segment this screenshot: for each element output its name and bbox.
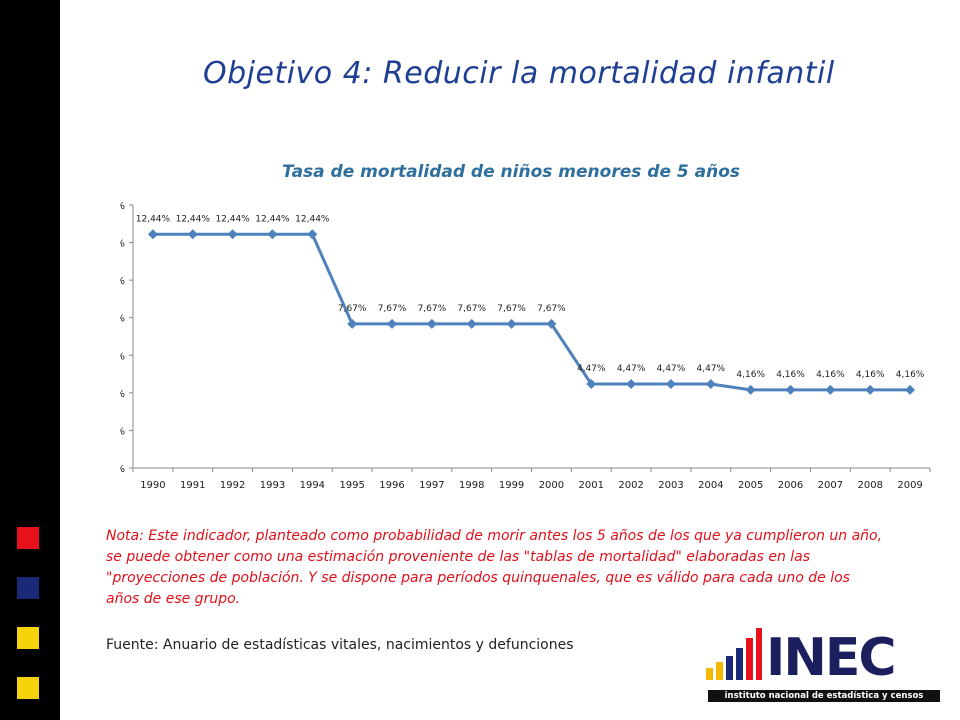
x-tick-label: 2002 — [618, 480, 643, 491]
x-tick-label: 2007 — [818, 480, 843, 491]
data-label: 7,67% — [418, 304, 447, 314]
y-tick-label: 0% — [120, 464, 125, 475]
slide-title: Objetivo 4: Reducir la mortalidad infant… — [203, 56, 835, 91]
data-label: 4,47% — [577, 364, 606, 374]
chart-note: Nota: Este indicador, planteado como pro… — [106, 528, 883, 607]
data-label: 4,47% — [697, 364, 726, 374]
y-tick-label: 10% — [120, 276, 125, 287]
y-tick-label: 12% — [120, 239, 125, 250]
chart-title: Tasa de mortalidad de niños menores de 5… — [282, 162, 741, 182]
y-tick-label: 2% — [120, 426, 125, 437]
data-label: 4,47% — [617, 364, 646, 374]
x-tick-label: 2005 — [738, 480, 763, 491]
data-label: 4,16% — [736, 370, 765, 380]
x-tick-label: 1995 — [339, 480, 364, 491]
x-tick-label: 2000 — [539, 480, 564, 491]
data-point — [267, 229, 278, 240]
data-label: 4,47% — [657, 364, 686, 374]
data-point — [665, 379, 676, 390]
x-tick-label: 1996 — [379, 480, 404, 491]
data-point — [187, 229, 198, 240]
data-point — [745, 384, 756, 395]
data-point — [865, 384, 876, 395]
data-point — [147, 229, 158, 240]
data-point — [347, 318, 358, 329]
data-label: 4,16% — [896, 370, 925, 380]
data-label: 4,16% — [776, 370, 805, 380]
x-tick-label: 1990 — [140, 480, 165, 491]
data-label: 12,44% — [136, 214, 171, 224]
data-label: 4,16% — [816, 370, 845, 380]
data-label: 12,44% — [295, 214, 330, 224]
source-text: Fuente: Anuario de estadísticas vitales,… — [106, 637, 574, 653]
data-label: 7,67% — [378, 304, 407, 314]
x-tick-label: 1994 — [300, 480, 325, 491]
x-tick-label: 2001 — [579, 480, 604, 491]
x-tick-label: 2008 — [857, 480, 882, 491]
y-tick-label: 4% — [120, 389, 125, 400]
data-label: 7,67% — [338, 304, 367, 314]
data-label: 12,44% — [176, 214, 211, 224]
series-line — [152, 232, 911, 392]
y-tick-label: 6% — [120, 351, 125, 362]
data-point — [705, 379, 716, 390]
logo-text: INEC — [766, 628, 897, 688]
data-point — [506, 318, 517, 329]
y-tick-label: 14% — [120, 201, 125, 212]
data-point — [785, 384, 796, 395]
data-label: 12,44% — [255, 214, 290, 224]
data-label: 12,44% — [215, 214, 250, 224]
decor-square-red — [17, 527, 39, 549]
data-point — [307, 229, 318, 240]
inec-logo: INEC instituto nacional de estadística y… — [702, 624, 942, 706]
decor-square-yellow-1 — [17, 627, 39, 649]
x-tick-label: 1998 — [459, 480, 484, 491]
data-point — [546, 318, 557, 329]
data-point — [426, 318, 437, 329]
data-label: 4,16% — [856, 370, 885, 380]
logo-bars-icon — [706, 628, 762, 680]
logo-subtitle: instituto nacional de estadística y cens… — [708, 690, 940, 702]
data-point — [825, 384, 836, 395]
decor-square-navy — [17, 577, 39, 599]
decor-square-yellow-2 — [17, 677, 39, 699]
x-tick-label: 2004 — [698, 480, 723, 491]
line-chart: 0% 2% 4% 6% 8% 10% 12% 14% 1990 1991 1992 1993 1994 1… — [120, 201, 931, 491]
data-point — [227, 229, 238, 240]
data-label: 7,67% — [457, 304, 486, 314]
x-tick-label: 2006 — [778, 480, 803, 491]
data-label: 7,67% — [497, 304, 526, 314]
data-point — [905, 384, 916, 395]
x-tick-label: 1997 — [419, 480, 444, 491]
x-tick-label: 2003 — [658, 480, 683, 491]
data-point — [387, 318, 398, 329]
x-tick-label: 1991 — [180, 480, 205, 491]
slide: Objetivo 4: Reducir la mortalidad infant… — [60, 0, 960, 720]
data-point — [626, 379, 637, 390]
x-tick-label: 1993 — [260, 480, 285, 491]
x-tick-label: 2009 — [897, 480, 922, 491]
y-tick-label: 8% — [120, 314, 125, 325]
data-label: 7,67% — [537, 304, 566, 314]
data-point — [466, 318, 477, 329]
x-tick-label: 1999 — [499, 480, 524, 491]
data-point — [586, 379, 597, 390]
x-tick-label: 1992 — [220, 480, 245, 491]
